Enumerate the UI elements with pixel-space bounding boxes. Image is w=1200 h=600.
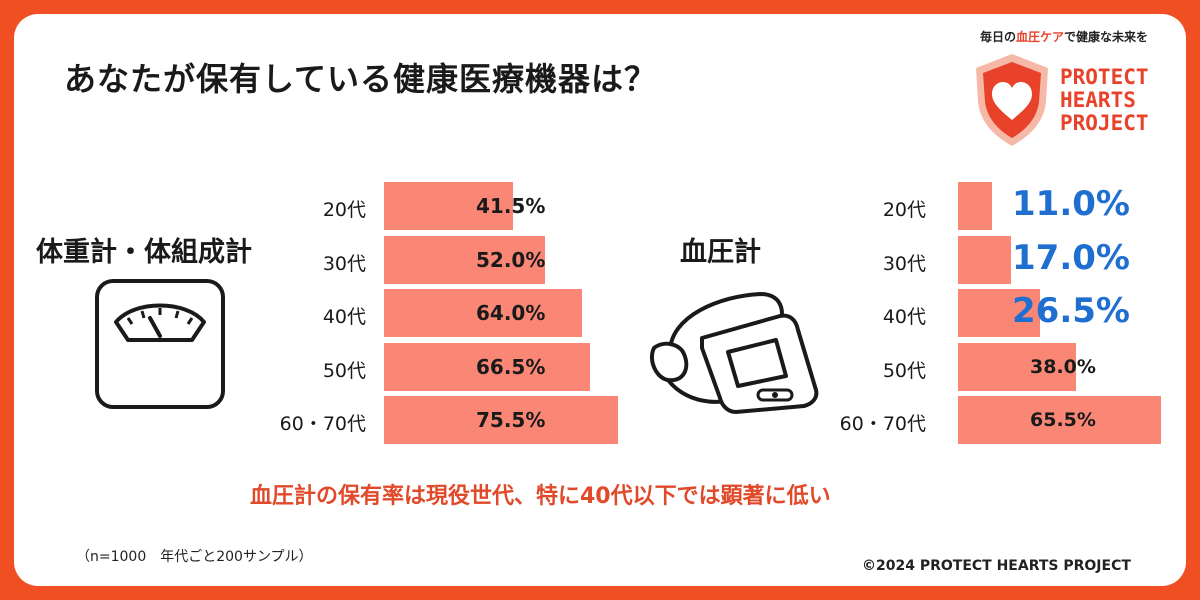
- brand-tagline: 毎日の血圧ケアで健康な未来を: [980, 28, 1148, 45]
- data-label: 17.0%: [1012, 237, 1130, 278]
- bar: [384, 396, 618, 444]
- tagline-part: 毎日の: [980, 30, 1017, 44]
- logo-line: PROJECT: [1060, 111, 1149, 135]
- category-label: 60・70代: [279, 413, 366, 435]
- bar: [958, 182, 992, 230]
- data-label: 66.5%: [476, 354, 546, 379]
- heart-shield-logo-icon: [972, 52, 1052, 152]
- category-label: 40代: [322, 306, 366, 328]
- data-label: 11.0%: [1012, 184, 1130, 224]
- category-label: 20代: [322, 199, 366, 221]
- data-label: 26.5%: [1012, 291, 1130, 331]
- bar: [958, 396, 1161, 444]
- chart-title-scale: 体重計・体組成計: [36, 237, 252, 268]
- data-label: 38.0%: [1030, 355, 1096, 378]
- bar: [958, 289, 1040, 337]
- tagline-part: で健康な未来を: [1064, 30, 1149, 44]
- infographic-card: あなたが保有している健康医療機器は？ 毎日の血圧ケアで健康な未来を PROTEC…: [14, 14, 1186, 586]
- copyright: ©2024 PROTECT HEARTS PROJECT: [862, 558, 1131, 574]
- category-label: 30代: [322, 252, 366, 275]
- scale-icon: [94, 278, 226, 414]
- category-label: 30代: [882, 252, 926, 275]
- chart-title-bp: 血圧計: [680, 237, 761, 268]
- page-title: あなたが保有している健康医療機器は？: [64, 60, 658, 98]
- category-label: 50代: [322, 359, 366, 382]
- data-label: 75.5%: [476, 408, 546, 432]
- category-label: 40代: [882, 306, 926, 328]
- data-label: 41.5%: [476, 194, 546, 218]
- bar: [384, 342, 590, 391]
- category-label: 50代: [882, 359, 926, 382]
- category-label: 20代: [882, 199, 926, 221]
- brand-logo-text: PROTECT HEARTS PROJECT: [1060, 66, 1149, 135]
- bar: [384, 182, 513, 230]
- logo-line: HEARTS: [1060, 88, 1136, 112]
- bar: [384, 235, 545, 284]
- tagline-highlight: 血圧ケア: [1016, 30, 1065, 44]
- category-label: 60・70代: [839, 413, 926, 435]
- logo-line: PROTECT: [1060, 65, 1149, 89]
- data-label: 65.5%: [1030, 409, 1096, 431]
- bar: [384, 289, 582, 337]
- bar: [958, 342, 1076, 391]
- bar: [958, 235, 1011, 284]
- sample-note: （n=1000 年代ごと200サンプル）: [76, 549, 313, 565]
- data-label: 52.0%: [476, 247, 546, 272]
- blood-pressure-monitor-icon: [640, 286, 830, 420]
- data-label: 64.0%: [476, 301, 546, 325]
- key-finding: 血圧計の保有率は現役世代、特に40代以下では顕著に低い: [250, 484, 831, 509]
